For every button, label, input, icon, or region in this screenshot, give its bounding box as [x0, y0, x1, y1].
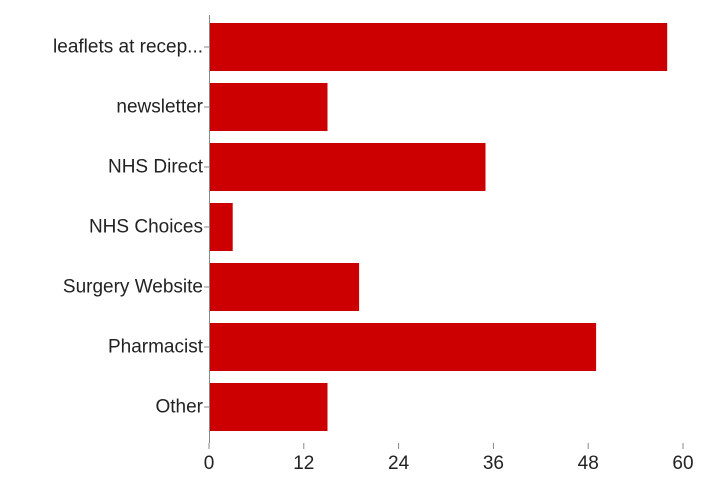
category-label-newsletter: newsletter: [116, 97, 203, 118]
category-label-pharmacist: Pharmacist: [108, 337, 204, 358]
bar-pharmacist: [210, 323, 597, 371]
x-tick-label-60: 60: [672, 453, 693, 474]
bar-leaflets-at-recep: [210, 23, 668, 71]
category-label-surgery-website: Surgery Website: [63, 277, 203, 298]
bar-nhs-choices: [210, 203, 233, 251]
category-label-nhs-direct: NHS Direct: [108, 157, 204, 178]
x-tick-label-36: 36: [483, 453, 504, 474]
bar-surgery-website: [210, 263, 360, 311]
x-tick-label-48: 48: [578, 453, 599, 474]
category-label-leaflets-at-recep: leaflets at recep...: [53, 37, 203, 58]
category-label-other: Other: [155, 397, 203, 418]
bar-other: [210, 383, 328, 431]
x-tick-label-24: 24: [388, 453, 410, 474]
bars-layer: [210, 23, 668, 431]
labels-layer: leaflets at recep... newsletter NHS Direct…: [53, 37, 694, 475]
axis-layer: [204, 15, 684, 449]
bar-nhs-direct: [210, 143, 486, 191]
category-label-nhs-choices: NHS Choices: [89, 217, 203, 238]
x-tick-label-0: 0: [204, 453, 215, 474]
x-tick-label-12: 12: [293, 453, 314, 474]
bar-newsletter: [210, 83, 328, 131]
